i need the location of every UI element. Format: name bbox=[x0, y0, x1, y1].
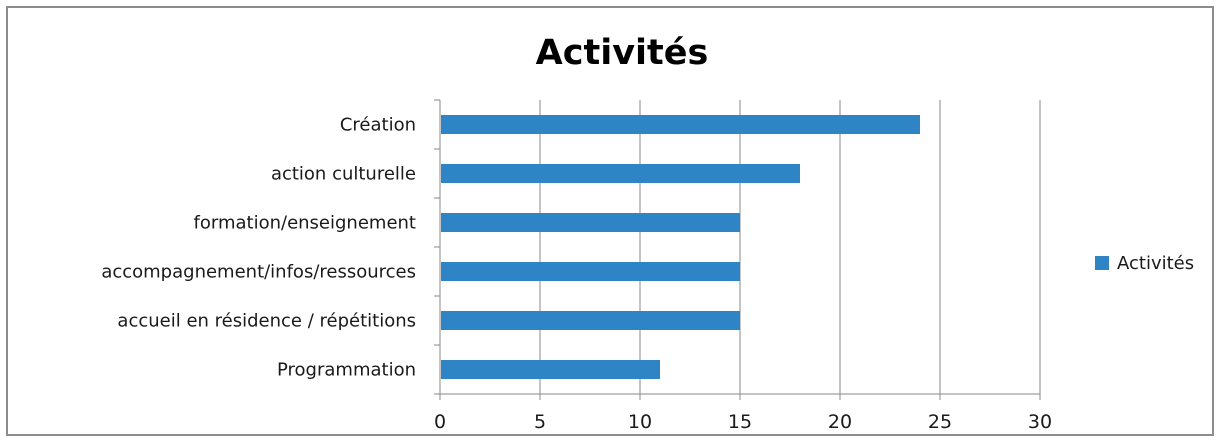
x-tick-label: 5 bbox=[534, 411, 546, 433]
x-tick-label: 10 bbox=[628, 411, 652, 433]
chart-title: Activités bbox=[536, 33, 709, 73]
x-tick-label: 0 bbox=[434, 411, 446, 433]
category-label: accompagnement/infos/ressources bbox=[101, 262, 416, 283]
gridlines bbox=[539, 100, 1041, 394]
category-label: accueil en résidence / répétitions bbox=[117, 311, 416, 332]
axes bbox=[434, 99, 1041, 400]
legend-label: Activités bbox=[1117, 253, 1194, 274]
bar bbox=[441, 311, 740, 330]
bars bbox=[441, 115, 920, 379]
category-label: action culturelle bbox=[271, 164, 416, 185]
bar bbox=[441, 213, 740, 232]
bar bbox=[441, 164, 800, 183]
x-tick-label: 20 bbox=[828, 411, 852, 433]
legend-swatch bbox=[1095, 256, 1109, 270]
x-tick-label: 30 bbox=[1028, 411, 1052, 433]
x-tick-label: 15 bbox=[728, 411, 752, 433]
bar bbox=[441, 262, 740, 281]
category-labels: Création action culturelle formation/ensei… bbox=[101, 115, 416, 381]
x-tick-label: 25 bbox=[928, 411, 952, 433]
category-label: formation/enseignement bbox=[194, 213, 416, 234]
category-label: Création bbox=[340, 115, 416, 136]
bar bbox=[441, 115, 920, 134]
legend: Activités bbox=[1095, 253, 1194, 274]
category-label: Programmation bbox=[277, 360, 416, 381]
x-tick-labels: 0 5 10 15 20 25 30 bbox=[434, 411, 1052, 433]
bar bbox=[441, 360, 660, 379]
